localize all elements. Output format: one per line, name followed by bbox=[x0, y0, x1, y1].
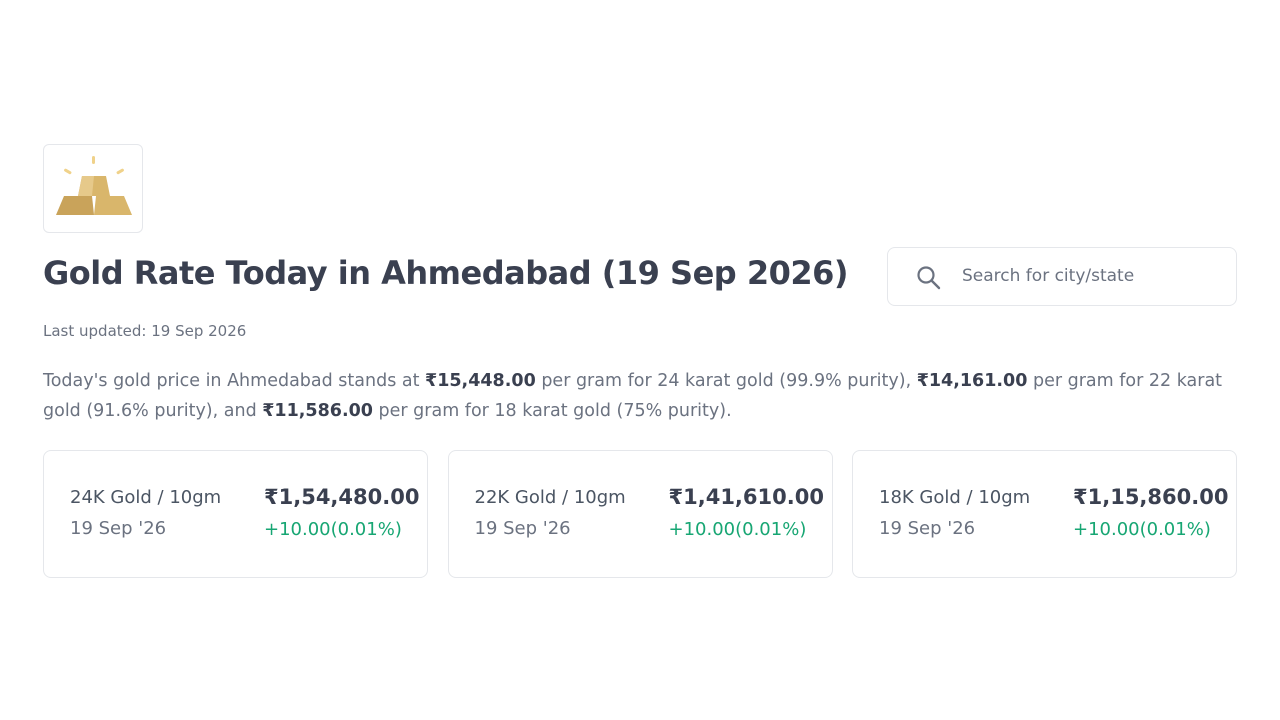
gold-bars bbox=[56, 156, 132, 215]
rate-card[interactable]: 22K Gold / 10gm 19 Sep '26 ₹1,41,610.00 +10… bbox=[447, 450, 833, 578]
search-box[interactable]: Search for city/state bbox=[887, 247, 1237, 306]
page-title: Gold Rate Today in Ahmedabad (19 Sep 202… bbox=[43, 254, 849, 292]
card-price: ₹1,54,480.00 bbox=[264, 485, 420, 509]
card-price: ₹1,41,610.00 bbox=[668, 485, 824, 509]
gold-icon bbox=[43, 144, 143, 233]
price-highlight: ₹15,448.00 bbox=[425, 371, 536, 391]
search-placeholder: Search for city/state bbox=[962, 266, 1135, 286]
card-change: +10.00(0.01%) bbox=[1073, 519, 1211, 540]
card-label: 18K Gold / 10gm bbox=[879, 487, 1031, 508]
description-text: Today's gold price in Ahmedabad stands a… bbox=[43, 371, 426, 391]
description-text: per gram for 24 karat gold (99.9% purity… bbox=[535, 371, 917, 391]
card-date: 19 Sep '26 bbox=[879, 518, 976, 539]
description-text: per gram for 22 karat gold (91.6% purity… bbox=[43, 371, 1223, 421]
price-highlight: ₹11,586.00 bbox=[262, 401, 373, 421]
search-icon bbox=[917, 266, 941, 290]
card-date: 19 Sep '26 bbox=[474, 518, 571, 539]
card-change: +10.00(0.01%) bbox=[668, 519, 807, 540]
last-updated: Last updated: 19 Sep 2026 bbox=[43, 322, 247, 340]
rate-card[interactable]: 24K Gold / 10gm 19 Sep '26 ₹1,54,480.00 +10… bbox=[43, 450, 428, 578]
description: Today's gold price in Ahmedabad stands a… bbox=[43, 366, 1243, 426]
card-label: 24K Gold / 10gm bbox=[70, 487, 222, 508]
price-highlight: ₹14,161.00 bbox=[916, 371, 1028, 391]
description-text: per gram for 18 karat gold (75% purity). bbox=[372, 401, 732, 421]
card-date: 19 Sep '26 bbox=[70, 518, 167, 539]
card-label: 22K Gold / 10gm bbox=[474, 487, 626, 508]
card-price: ₹1,15,860.00 bbox=[1073, 485, 1229, 509]
card-change: +10.00(0.01%) bbox=[264, 519, 402, 540]
rate-card[interactable]: 18K Gold / 10gm 19 Sep '26 ₹1,15,860.00 +10… bbox=[852, 450, 1237, 578]
